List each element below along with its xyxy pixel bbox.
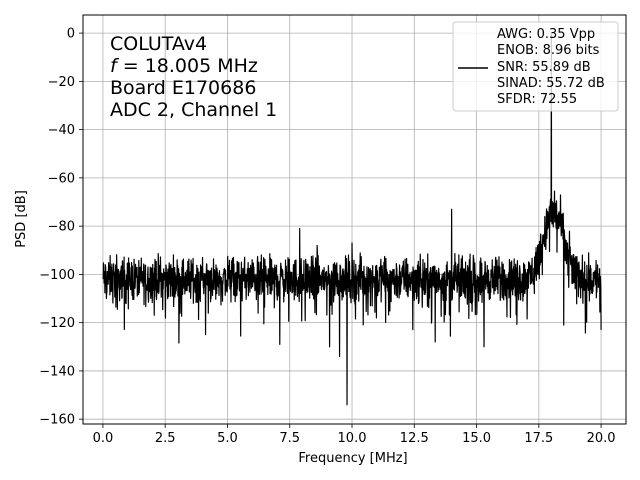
psd-line [102,32,602,406]
y-tick-label: −40 [48,123,75,138]
y-tick-label: −20 [48,75,75,90]
y-axis-ticks: 0 −20 −40 −60 −80 −100 −120 −140 −160 [39,27,83,428]
annotation-channel: ADC 2, Channel 1 [110,99,277,121]
y-tick-label: −160 [39,413,75,428]
y-tick-label: −60 [48,171,75,186]
x-axis-label: Frequency [MHz] [298,451,407,466]
annotation-frequency: f = 18.005 MHz [110,55,258,77]
annotation-chip-name: COLUTAv4 [110,33,207,55]
psd-series [102,32,602,406]
annotation-frequency-var: f [110,55,120,77]
legend-enob: ENOB: 8.96 bits [497,43,600,58]
legend-sinad: SINAD: 55.72 dB [497,76,605,91]
legend-snr: SNR: 55.89 dB [497,60,591,75]
x-tick-label: 2.5 [155,431,176,446]
x-tick-label: 15.0 [462,431,491,446]
x-tick-label: 5.0 [217,431,238,446]
x-tick-label: 0.0 [93,431,114,446]
y-tick-label: 0 [67,27,75,42]
x-axis-ticks: 0.0 2.5 5.0 7.5 10.0 12.5 15.0 17.5 20.0 [93,424,616,446]
x-tick-label: 20.0 [587,431,616,446]
plot-frame [82,14,627,425]
x-tick-label: 10.0 [338,431,367,446]
x-tick-label: 17.5 [524,431,553,446]
legend-sfdr: SFDR: 72.55 [497,92,577,107]
y-tick-label: −100 [39,268,75,283]
legend-awg: AWG: 0.35 Vpp [497,27,595,42]
info-annotation: COLUTAv4 f = 18.005 MHz Board E170686 AD… [110,33,277,121]
y-tick-label: −140 [39,364,75,379]
y-tick-label: −80 [48,220,75,235]
y-tick-label: −120 [39,316,75,331]
y-axis-label: PSD [dB] [14,190,29,248]
legend: AWG: 0.35 Vpp ENOB: 8.96 bits SNR: 55.89… [452,21,619,112]
legend-box [452,21,619,112]
x-tick-label: 7.5 [279,431,300,446]
annotation-board: Board E170686 [110,77,256,99]
annotation-frequency-value: = 18.005 MHz [117,55,258,77]
x-tick-label: 12.5 [400,431,429,446]
